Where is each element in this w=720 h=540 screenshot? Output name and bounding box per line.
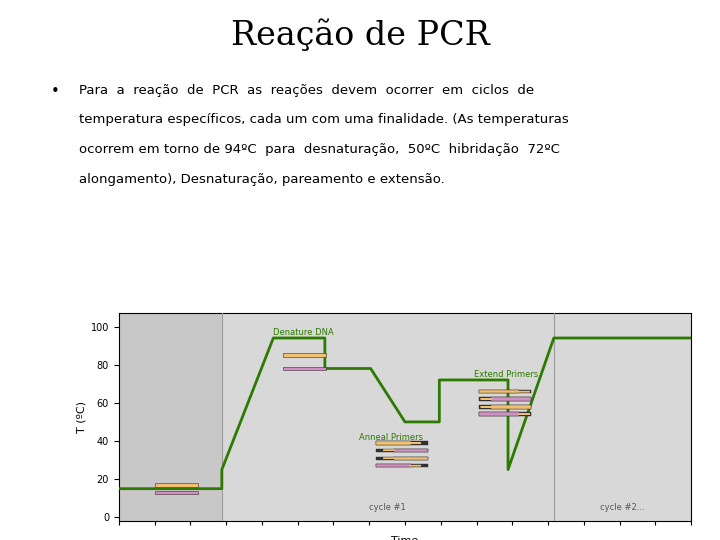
Text: Reação de PCR: Reação de PCR — [230, 19, 490, 51]
Bar — [480, 413, 531, 416]
Bar — [119, 313, 222, 521]
Bar — [480, 390, 531, 393]
Bar — [377, 449, 428, 452]
Text: Para  a  reação  de  PCR  as  reações  devem  ocorrer  em  ciclos  de: Para a reação de PCR as reações devem oc… — [79, 84, 534, 97]
Bar — [377, 441, 428, 445]
Bar — [394, 449, 428, 452]
X-axis label: Time: Time — [392, 536, 418, 540]
Text: •: • — [50, 84, 59, 99]
Bar — [222, 313, 554, 521]
Bar — [480, 405, 531, 409]
Text: cycle #1: cycle #1 — [369, 503, 406, 511]
Text: Denature DNA: Denature DNA — [274, 328, 334, 338]
Bar — [491, 397, 531, 401]
Bar — [377, 441, 410, 445]
Text: temperatura específicos, cada um com uma finalidade. (As temperaturas: temperatura específicos, cada um com uma… — [79, 113, 569, 126]
Bar — [155, 490, 197, 494]
Text: alongamento), Desnaturação, pareamento e extensão.: alongamento), Desnaturação, pareamento e… — [79, 173, 445, 186]
Y-axis label: T (ºC): T (ºC) — [76, 401, 86, 433]
Bar — [491, 405, 531, 409]
Text: Extend Primers: Extend Primers — [474, 370, 538, 380]
Bar — [554, 313, 691, 521]
Bar — [377, 464, 410, 467]
Text: ocorrem em torno de 94ºC  para  desnaturação,  50ºC  hibridação  72ºC: ocorrem em torno de 94ºC para desnaturaç… — [79, 143, 560, 156]
Bar — [480, 413, 520, 416]
Bar — [394, 457, 428, 460]
Bar — [284, 367, 326, 370]
Text: Anneal Primers: Anneal Primers — [359, 434, 423, 442]
Bar — [480, 390, 520, 393]
Bar — [284, 353, 326, 357]
Bar — [155, 483, 197, 487]
Bar — [377, 457, 428, 460]
Bar — [480, 397, 531, 401]
Bar — [377, 464, 428, 467]
Text: cycle #2...: cycle #2... — [600, 503, 645, 511]
